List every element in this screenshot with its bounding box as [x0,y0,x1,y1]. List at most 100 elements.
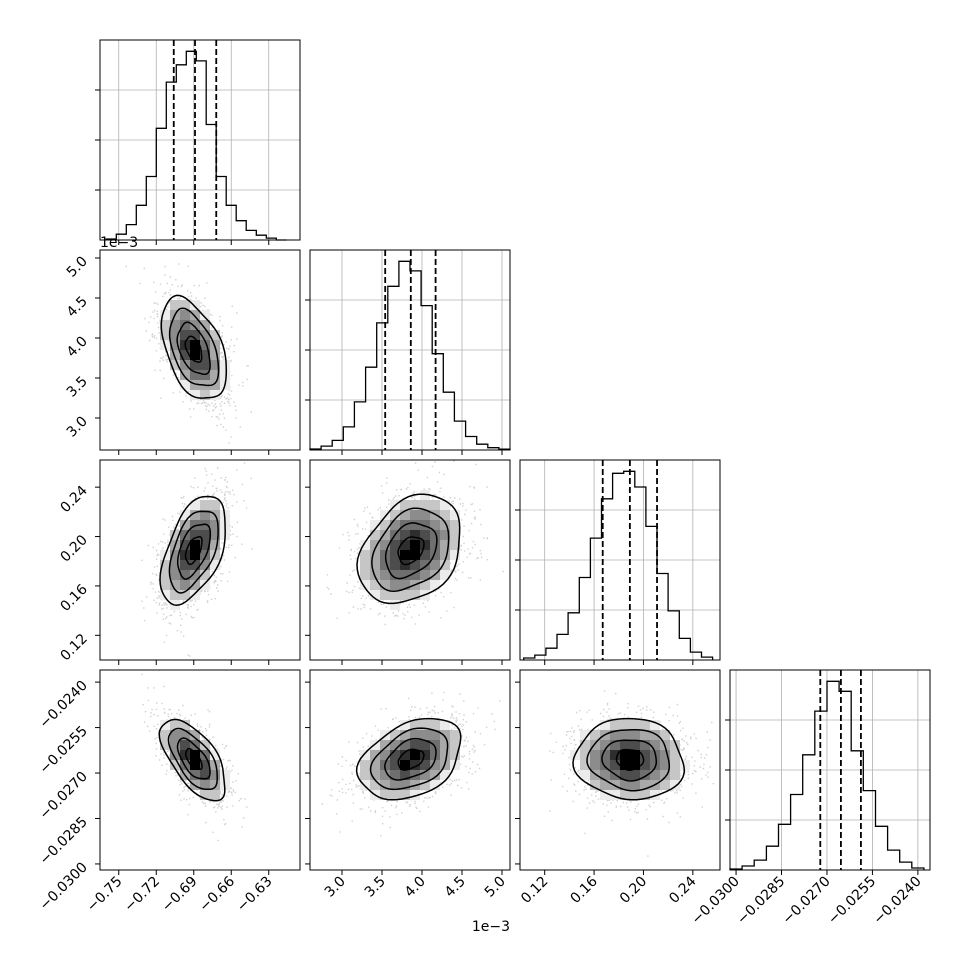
y-tick-label: −0.0300 [37,859,91,913]
density-cell [190,750,200,760]
density-cell [370,760,380,770]
y-tick-label: 0.12 [57,631,90,664]
density-cell [380,590,390,600]
density-cell [630,750,640,760]
density-cell [600,760,610,770]
contour-line [176,737,211,780]
density-cell [580,750,590,760]
density-cell [410,770,420,780]
density-cell [420,770,430,780]
density-cell [400,570,410,580]
density-cell [200,790,210,800]
density-cell [430,540,440,550]
scatter-panel-frame [99,249,301,451]
density-cell [390,520,400,530]
density-cell [450,730,460,740]
y-offset-text: 1e−3 [100,235,138,251]
density-cell [190,540,200,550]
density-cell [180,720,190,730]
scatter-panel-frame [99,459,301,661]
density-cell [410,750,420,760]
density-cell [210,350,220,360]
density-cell [400,510,410,520]
density-cell [640,720,650,730]
density-cell [410,760,420,770]
density-cell [670,780,680,790]
density-cell [410,730,420,740]
density-cell [200,540,210,550]
density-cell [180,330,190,340]
density-cell [430,750,440,760]
density-cell [620,730,630,740]
density-cell [410,590,420,600]
density-cell [180,540,190,550]
density-cell [420,500,430,510]
density-cell [390,560,400,570]
density-cell [380,790,390,800]
density-cell [380,520,390,530]
density-cell [210,380,220,390]
density-cell [160,590,170,600]
density-cell [420,570,430,580]
density-cell [640,740,650,750]
y-tick-label: 3.5 [64,374,91,401]
density-cell [590,750,600,760]
density-cell [200,550,210,560]
density-cell [410,520,420,530]
density-cell [190,520,200,530]
density-cell [380,540,390,550]
density-cell [430,520,440,530]
density-cell [420,530,430,540]
density-cell [360,770,370,780]
density-cell [400,580,410,590]
density-cell [580,740,590,750]
density-cell [170,720,180,730]
histogram-panel-3 [515,459,721,661]
scatter-panel-2-1 [99,249,301,451]
density-cell [400,550,410,560]
contour-line [355,717,462,801]
scatter-panel-frame [309,669,511,871]
density-cell [370,550,380,560]
y-tick-label: 0.24 [57,483,90,516]
density-cell [210,330,220,340]
density-cell [420,510,430,520]
density-cell [390,550,400,560]
contour-line [176,523,212,580]
x-tick-label: 5.0 [482,874,509,901]
contour-line [586,729,671,792]
density-cell [200,510,210,520]
scatter-panel-frame [99,669,301,871]
histogram-panel-2 [305,249,511,451]
density-cell [450,530,460,540]
density-cell [390,790,400,800]
density-cell [410,740,420,750]
density-cell [660,730,670,740]
density-cell [190,310,200,320]
density-cell [360,750,370,760]
density-cell [360,580,370,590]
density-cell [640,770,650,780]
x-tick-label: 3.5 [362,874,389,901]
density-cell [590,770,600,780]
density-cell [190,530,200,540]
x-tick-label: −0.66 [196,873,238,915]
density-cell [650,720,660,730]
density-cell [170,580,180,590]
density-cell [440,750,450,760]
density-cell [420,760,430,770]
y-tick-label: 0.20 [57,532,90,565]
density-cell [660,760,670,770]
contour-line [371,507,450,593]
density-cell [190,390,200,400]
density-cell [190,370,200,380]
density-cell [590,780,600,790]
density-cell [400,770,410,780]
density-cell [600,740,610,750]
x-tick-label: −0.72 [121,874,163,916]
density-cell [210,760,220,770]
density-cell [670,750,680,760]
scatter-panel-content [141,673,248,842]
density-cell [410,570,420,580]
